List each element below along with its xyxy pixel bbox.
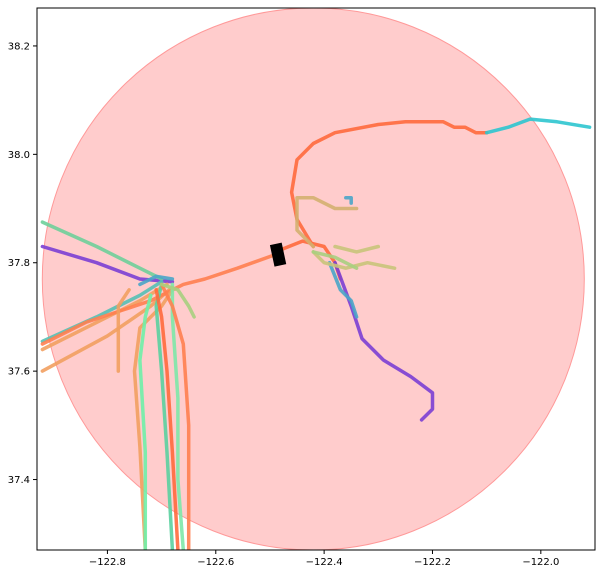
series-line-11 <box>40 220 164 281</box>
series-line-5 <box>327 260 359 319</box>
x-tick-label-1: −122.6 <box>197 557 234 568</box>
y-tick-label-2: 37.8 <box>8 258 30 269</box>
region-layer <box>41 8 585 550</box>
series-line-23 <box>138 274 175 287</box>
plot-frame <box>36 7 596 551</box>
region-circle <box>41 8 585 550</box>
series-line-6 <box>344 195 353 205</box>
series-line-9 <box>333 244 381 254</box>
series-layer <box>40 117 592 550</box>
series-line-20 <box>154 288 180 550</box>
x-tick-label-3: −122.2 <box>414 557 451 568</box>
marker-layer <box>269 242 287 267</box>
y-tick-label-0: 37.4 <box>8 475 30 486</box>
series-line-16 <box>132 288 175 550</box>
series-line-2 <box>484 117 592 135</box>
series-line-17 <box>138 293 153 550</box>
series-line-7 <box>295 195 359 249</box>
x-tick-label-2: −122.4 <box>306 557 343 568</box>
x-axis: −122.8 −122.6 −122.4 −122.2 −122.0 <box>89 550 559 568</box>
marker-rectangle <box>269 242 287 267</box>
y-tick-label-3: 38.0 <box>8 150 30 161</box>
x-tick-label-4: −122.0 <box>522 557 559 568</box>
series-line-22 <box>159 282 196 319</box>
series-line-21 <box>159 282 191 550</box>
x-tick-label-0: −122.8 <box>89 557 126 568</box>
series-line-8 <box>311 250 397 270</box>
y-tick-label-4: 38.2 <box>8 41 30 52</box>
series-line-1 <box>289 120 489 249</box>
series-line-24 <box>116 288 131 373</box>
series-line-4 <box>40 244 175 284</box>
y-tick-label-1: 37.6 <box>8 367 30 378</box>
y-axis: 37.4 37.6 37.8 38.0 38.2 <box>8 41 37 486</box>
series-line-10 <box>311 250 359 270</box>
